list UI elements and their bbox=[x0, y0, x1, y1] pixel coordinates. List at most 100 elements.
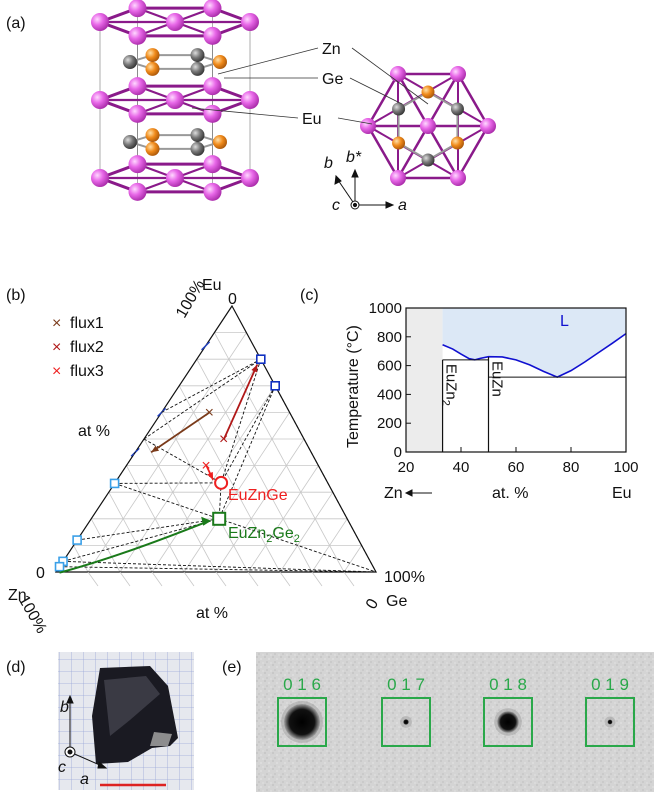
panel-label-b: (b) bbox=[6, 287, 26, 304]
compound-euzn2ge2-sub1: 2 bbox=[266, 533, 272, 545]
ternary-grid-line bbox=[247, 465, 319, 573]
eu-atom bbox=[241, 91, 259, 109]
spot-2 bbox=[497, 711, 519, 733]
panel-label-c: (c) bbox=[300, 287, 319, 304]
ge-atom bbox=[392, 102, 406, 116]
eu-label: Eu bbox=[302, 111, 322, 128]
ge-atom bbox=[190, 128, 205, 143]
euzn2ge2-marker bbox=[212, 511, 227, 526]
eu-atom bbox=[128, 155, 147, 174]
ternary-blue-tick bbox=[201, 341, 211, 351]
eu-atom bbox=[390, 169, 406, 186]
binary-compound-marker bbox=[54, 561, 65, 572]
eu-atom bbox=[166, 169, 184, 187]
eu-atom bbox=[480, 118, 496, 134]
flux-euzn2ge2-curve bbox=[59, 519, 210, 574]
ternary-legend: × flux1 × flux2 × flux3 bbox=[52, 315, 104, 380]
tie-line bbox=[114, 438, 145, 484]
binary-compound-marker bbox=[72, 535, 82, 545]
unexplored-region bbox=[406, 308, 443, 452]
tie-line bbox=[220, 385, 276, 484]
ternary-bottom-axis-label: at % bbox=[196, 605, 228, 622]
x-tick-label: 80 bbox=[563, 459, 580, 476]
znge-layer-bonds bbox=[126, 134, 224, 150]
eu-atom bbox=[128, 0, 147, 18]
eu-atom bbox=[91, 13, 109, 31]
axis-b-label: b bbox=[324, 155, 333, 172]
zn-atom bbox=[213, 135, 227, 149]
phase-xlabel: at. % bbox=[492, 485, 528, 502]
spot-label-1: 0 1 7 bbox=[387, 675, 425, 694]
axes-a bbox=[334, 168, 395, 210]
eu-atom bbox=[241, 13, 259, 31]
zn-atom bbox=[392, 136, 406, 150]
legend-flux1-label: flux1 bbox=[70, 315, 104, 332]
axis-a-label: a bbox=[398, 197, 407, 214]
eu-atom bbox=[203, 0, 222, 18]
y-tick-label: 800 bbox=[377, 329, 402, 346]
tie-line bbox=[274, 385, 377, 573]
ternary-tick bbox=[183, 571, 195, 587]
ge-atom bbox=[190, 141, 205, 156]
eu-atom bbox=[91, 91, 109, 109]
binary-compound-marker bbox=[255, 354, 266, 365]
vertex-zn-label: Zn bbox=[8, 587, 27, 604]
phase-label-1: EuZn bbox=[489, 361, 506, 397]
corner-top-0: 0 bbox=[228, 291, 237, 308]
eu-atom bbox=[128, 104, 147, 123]
axis-d-c: c bbox=[58, 759, 66, 776]
zn-atom bbox=[421, 85, 435, 99]
tie-line bbox=[59, 566, 377, 573]
flux1-arrow bbox=[150, 411, 211, 454]
flux1-arrowhead bbox=[151, 445, 160, 453]
eu-atom bbox=[420, 118, 436, 134]
legend-flux3-marker: × bbox=[52, 363, 61, 380]
flux-euzn2ge2-arrowhead bbox=[201, 516, 212, 526]
ge-atom bbox=[123, 55, 137, 69]
ternary-grid-line bbox=[311, 518, 348, 573]
tie-line bbox=[62, 518, 220, 562]
ternary-grid-line bbox=[279, 491, 334, 573]
y-tick-label: 1000 bbox=[369, 300, 402, 317]
ternary-tick bbox=[311, 571, 323, 587]
flux2-arrow bbox=[223, 364, 259, 440]
zn-arrow bbox=[404, 489, 432, 497]
x-tick-label: 40 bbox=[453, 459, 470, 476]
spot-1 bbox=[403, 719, 409, 725]
liquid-label: L bbox=[560, 313, 569, 330]
legend-flux1-marker: × bbox=[52, 315, 61, 332]
ge-label: Ge bbox=[322, 71, 343, 88]
eu-atom bbox=[128, 182, 147, 201]
spot-0 bbox=[284, 704, 320, 740]
atom-leader-lines bbox=[191, 47, 429, 125]
corner-top-100: 100% bbox=[173, 277, 208, 321]
phase-x-left-label: Zn bbox=[384, 485, 403, 502]
ge-atom bbox=[450, 102, 464, 116]
compound-euzn2ge2-sub2: 2 bbox=[294, 533, 300, 545]
ternary-grid-line bbox=[343, 545, 362, 573]
x-tick-label: 100 bbox=[613, 459, 638, 476]
ternary-grid-line bbox=[215, 438, 305, 573]
ge-atom bbox=[421, 153, 435, 167]
eu-atom bbox=[128, 77, 147, 96]
eu-atom bbox=[203, 155, 222, 174]
vertex-eu-label: Eu bbox=[202, 277, 222, 294]
ge-atom bbox=[123, 135, 137, 149]
legend-flux2-label: flux2 bbox=[70, 339, 104, 356]
compound-euznge-label: EuZnGe bbox=[228, 487, 288, 504]
zn-atom bbox=[450, 136, 464, 150]
ternary-tick bbox=[151, 571, 163, 587]
panel-label-a: (a) bbox=[6, 15, 26, 32]
diffraction-spots: 0 1 6 0 1 7 0 1 8 0 1 9 bbox=[277, 675, 635, 747]
panel-label-d: (d) bbox=[6, 659, 26, 676]
spot-3 bbox=[607, 719, 613, 725]
y-tick-label: 600 bbox=[377, 358, 402, 375]
binary-phase-diagram: EuZn2 EuZn 0 200 400 600 800 1000 20 40 60 80 100 L bbox=[369, 300, 639, 476]
eu-atom bbox=[241, 169, 259, 187]
legend-flux3-label: flux3 bbox=[70, 363, 104, 380]
crystal-photo: b c a bbox=[58, 652, 194, 790]
zn-atom bbox=[145, 61, 160, 76]
eu-atom bbox=[203, 182, 222, 201]
compound-euzn2ge2-main: EuZn bbox=[228, 525, 266, 542]
ge-atom bbox=[190, 61, 205, 76]
